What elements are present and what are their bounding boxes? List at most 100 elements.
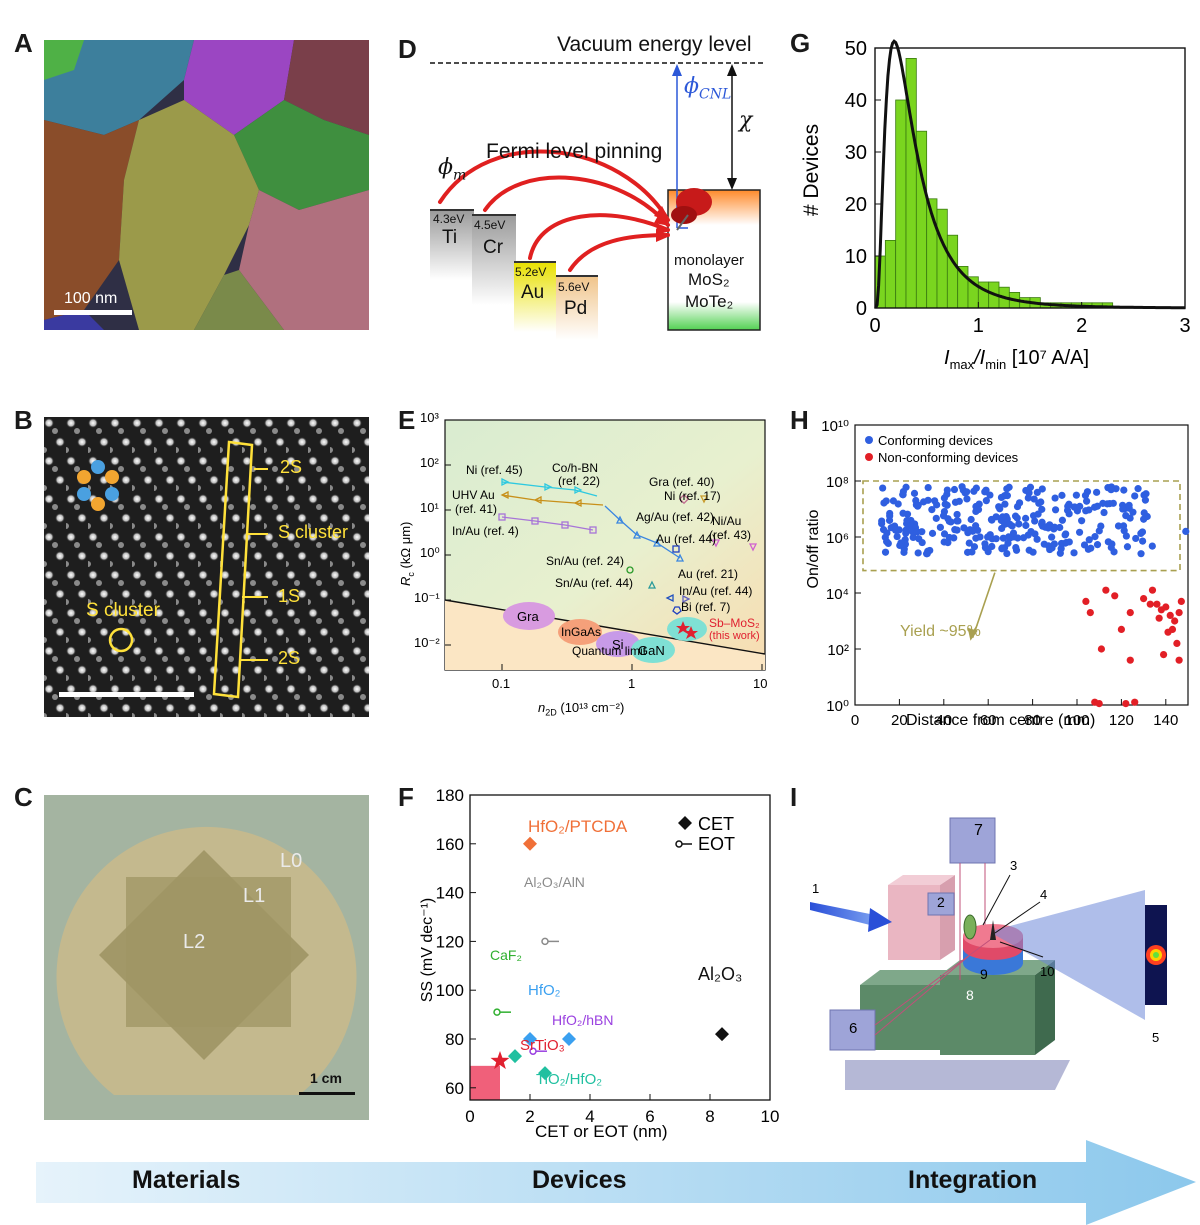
nonconforming-point: [1117, 625, 1125, 633]
panel-e-ann-gra40: Gra (ref. 40): [649, 475, 715, 489]
panel-i-label-8: 8: [966, 987, 974, 1003]
panel-d-pd-name: Pd: [564, 298, 588, 319]
conforming-point: [1078, 517, 1086, 525]
panel-e-ann-bi7: Bi (ref. 7): [681, 600, 731, 614]
panel-letter-e: E: [398, 405, 416, 435]
conforming-point: [1025, 546, 1033, 554]
stage-integration: Integration: [908, 1166, 1038, 1194]
conforming-point: [951, 498, 960, 506]
panel-e-ann-agau42: Ag/Au (ref. 42): [636, 510, 715, 524]
conforming-point: [1119, 505, 1127, 513]
panel-e-ytick-2: 10¹: [420, 500, 439, 515]
conforming-point: [944, 539, 952, 547]
y-tick-label: 160: [436, 835, 464, 854]
conforming-point: [891, 526, 900, 534]
conforming-point: [1012, 543, 1020, 552]
conforming-point: [1137, 529, 1145, 537]
nonconforming-point: [1153, 600, 1161, 608]
panel-e-ann-snau44: Sn/Au (ref. 44): [555, 576, 634, 590]
x-tick-label: 120: [1109, 712, 1134, 729]
conforming-point: [1003, 492, 1011, 500]
conforming-point: [1134, 485, 1142, 493]
panel-e-xtick-2: 10: [753, 676, 768, 691]
conforming-point: [1095, 527, 1103, 535]
nonconforming-point: [1171, 617, 1179, 625]
nonconforming-point: [1164, 628, 1172, 636]
panel-e-ann-ref22: (ref. 22): [558, 474, 601, 488]
conforming-point: [963, 495, 971, 503]
conforming-point: [886, 512, 894, 520]
histogram-bar: [884, 239, 897, 309]
y-tick-label: 10⁰: [826, 698, 849, 715]
nonconforming-point: [1155, 614, 1163, 622]
conforming-point: [910, 489, 919, 497]
nonconforming-point: [1162, 603, 1170, 611]
panel-e-ann-ref41: (ref. 41): [455, 502, 498, 516]
conforming-point: [902, 483, 910, 491]
panel-e-ytick-3: 10⁰: [420, 545, 440, 560]
panel-d-band-diagram: [430, 62, 765, 340]
conforming-point: [992, 535, 1000, 543]
conforming-point: [1137, 550, 1145, 558]
y-tick-label: 10⁸: [826, 474, 849, 491]
y-tick-label: 10: [845, 246, 867, 268]
x-tick-label: 100: [1064, 712, 1089, 729]
point-label: Al₂O₃/AlN: [524, 874, 585, 890]
panel-b-label-1s: 1S: [278, 586, 301, 606]
panel-e-xtick-1: 1: [628, 676, 636, 691]
panel-c-layer-l0: L0: [280, 850, 303, 872]
point-label: CaF₂: [490, 947, 522, 963]
conforming-point: [1004, 533, 1013, 541]
data-point-diamond: [538, 1066, 552, 1081]
conforming-point: [932, 514, 940, 522]
data-point-diamond: [715, 1027, 729, 1042]
x-tick-label: 4: [585, 1107, 594, 1126]
conforming-point: [945, 517, 953, 525]
conforming-point: [953, 517, 961, 525]
conforming-point: [882, 497, 890, 505]
y-tick-label: 40: [845, 90, 867, 112]
legend-eot-label: EOT: [698, 834, 735, 854]
conforming-point: [1022, 486, 1030, 495]
legend-nonconforming-marker: [865, 453, 873, 461]
panel-i-label-9: 9: [980, 966, 988, 982]
panel-e-ann-au21: Au (ref. 21): [678, 567, 739, 581]
nonconforming-point: [1097, 645, 1106, 653]
data-point-diamond: [523, 1032, 537, 1046]
y-tick-label: 10⁴: [826, 586, 849, 603]
nonconforming-point: [1095, 700, 1103, 708]
x-tick-label: 1: [973, 315, 984, 337]
conforming-point: [1058, 516, 1067, 524]
y-tick-label: 20: [845, 194, 867, 216]
conforming-point: [1140, 509, 1148, 517]
conforming-point: [1070, 503, 1078, 511]
conforming-point: [940, 494, 948, 502]
conforming-point: [939, 512, 948, 520]
panel-d-pinning-label: Fermi level pinning: [486, 140, 663, 163]
conforming-point: [1125, 501, 1133, 509]
conforming-point: [995, 503, 1003, 511]
data-point-diamond: [562, 1032, 576, 1046]
y-tick-label: 60: [445, 1079, 464, 1098]
conforming-point: [1009, 529, 1018, 537]
histogram-bar: [946, 234, 959, 309]
conforming-point: [1031, 517, 1039, 525]
nonconforming-point: [1173, 639, 1181, 647]
panel-d-semi-label-1: monolayer: [674, 252, 745, 269]
panel-i-label-7: 7: [974, 822, 983, 839]
pushpin-icon: [671, 188, 712, 231]
x-tick-label: 3: [1179, 315, 1190, 337]
data-point-star: [490, 1051, 510, 1070]
conforming-point: [1030, 495, 1038, 503]
panel-i-label-1: 1: [812, 881, 820, 896]
panel-b-label-2s-bottom: 2S: [278, 648, 301, 668]
conforming-point: [883, 537, 891, 546]
conforming-point: [1131, 492, 1139, 500]
histogram-bar: [936, 208, 948, 309]
conforming-point: [914, 549, 922, 557]
conforming-point: [893, 532, 901, 541]
conforming-point: [1093, 488, 1101, 496]
conforming-point: [1091, 503, 1099, 511]
conforming-point: [1015, 499, 1024, 507]
